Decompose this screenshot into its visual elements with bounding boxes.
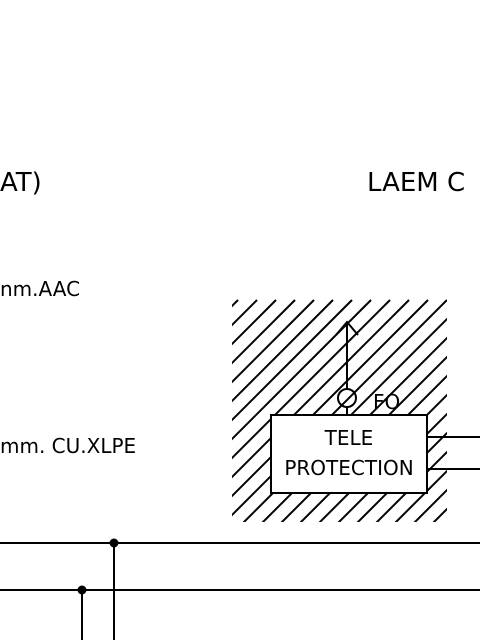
hatch-line: [337, 412, 447, 522]
hatch-line: [413, 488, 447, 522]
hatch-line: [232, 299, 315, 384]
tele-label-line1: TELE: [324, 426, 374, 450]
hatch-line: [232, 299, 353, 422]
hatched-area: [0, 299, 480, 540]
junction-dot-top: [109, 538, 119, 548]
tele-protection-box: [270, 414, 428, 494]
conductor-label-xlpe: mm. CU.XLPE: [0, 434, 136, 458]
tele-label-line2: PROTECTION: [284, 456, 413, 480]
right-title-fragment: LAEM C: [367, 168, 465, 198]
hatch-line: [356, 431, 447, 522]
fo-arrow-head-icon: [335, 320, 359, 336]
hatch-line: [232, 299, 296, 365]
hatch-line: [454, 300, 480, 540]
conductor-label-aac: nm.AAC: [0, 277, 80, 301]
hatch-line: [232, 299, 258, 327]
left-title-fragment: AT): [0, 168, 42, 198]
tele-protection-box-fill: [271, 415, 427, 493]
hatch-line: [0, 300, 219, 540]
fo-connector-circle-icon: [337, 388, 357, 408]
hatch-line: [394, 469, 447, 522]
hatch-line: [232, 299, 239, 308]
fo-label: FO: [373, 390, 400, 414]
hatch-line: [232, 299, 372, 441]
hatch-line: [232, 299, 277, 346]
junction-dot-bottom: [77, 585, 87, 595]
hatch-line: [232, 299, 334, 403]
hatch-line: [375, 450, 447, 522]
hatch-line: [0, 300, 200, 540]
